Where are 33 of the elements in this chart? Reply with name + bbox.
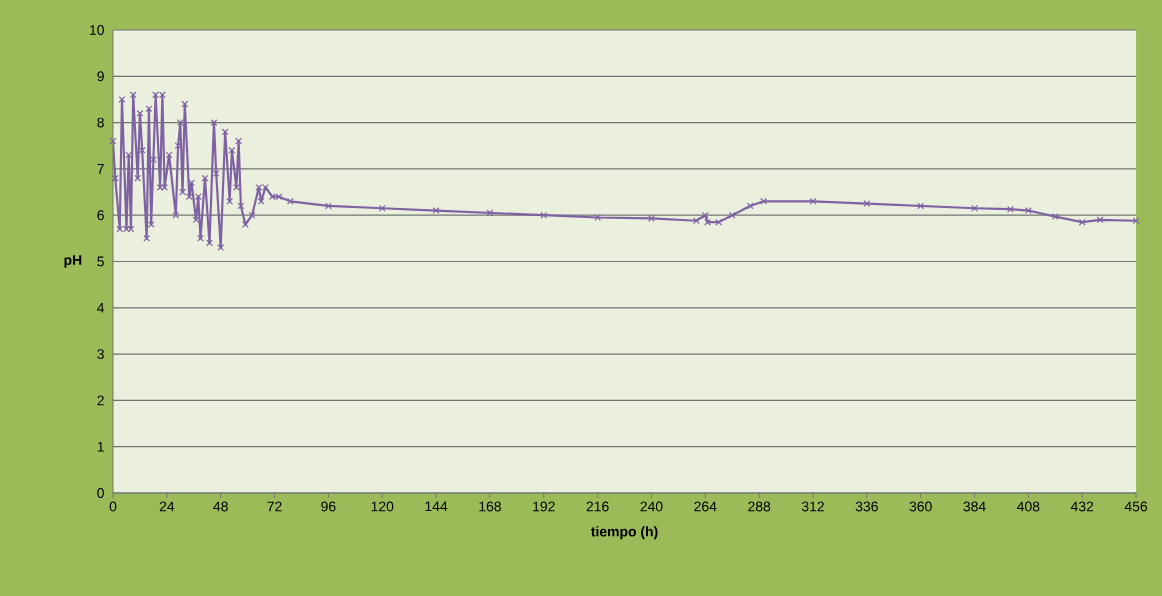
y-tick-label: 5 bbox=[97, 256, 104, 267]
x-tick-label: 384 bbox=[963, 501, 986, 512]
x-axis-title: tiempo (h) bbox=[591, 526, 658, 540]
x-tick-label: 312 bbox=[801, 501, 824, 512]
x-tick-label: 408 bbox=[1017, 501, 1040, 512]
x-tick-label: 264 bbox=[694, 501, 717, 512]
y-tick-label: 0 bbox=[97, 488, 104, 498]
y-axis-title: pH bbox=[64, 255, 82, 268]
x-tick-label: 240 bbox=[640, 501, 663, 512]
x-tick-label: 24 bbox=[159, 501, 175, 512]
y-tick-label: 4 bbox=[97, 302, 105, 313]
x-tick-label: 360 bbox=[909, 501, 932, 512]
x-tick-label: 0 bbox=[109, 501, 117, 512]
x-tick-label: 72 bbox=[267, 501, 282, 512]
y-tick-label: 9 bbox=[97, 71, 104, 82]
x-tick-label: 120 bbox=[371, 501, 394, 512]
x-tick-label: 48 bbox=[213, 501, 228, 512]
y-tick-label: 7 bbox=[97, 164, 104, 174]
x-tick-label: 288 bbox=[748, 501, 771, 512]
x-tick-label: 96 bbox=[321, 501, 336, 512]
x-tick-label: 168 bbox=[479, 501, 501, 512]
y-tick-label: 2 bbox=[97, 395, 104, 406]
x-tick-label: 456 bbox=[1124, 501, 1148, 512]
y-tick-label: 8 bbox=[97, 117, 104, 128]
x-tick-label: 432 bbox=[1070, 501, 1094, 512]
x-tick-label: 144 bbox=[425, 501, 448, 512]
y-tick-label: 10 bbox=[90, 25, 104, 35]
x-tick-label: 336 bbox=[855, 501, 878, 512]
x-tick-label: 192 bbox=[533, 501, 555, 512]
y-tick-label: 6 bbox=[97, 210, 104, 221]
x-tick-label: 216 bbox=[586, 501, 609, 512]
y-tick-label: 1 bbox=[97, 441, 104, 452]
y-tick-label: 3 bbox=[97, 349, 104, 360]
